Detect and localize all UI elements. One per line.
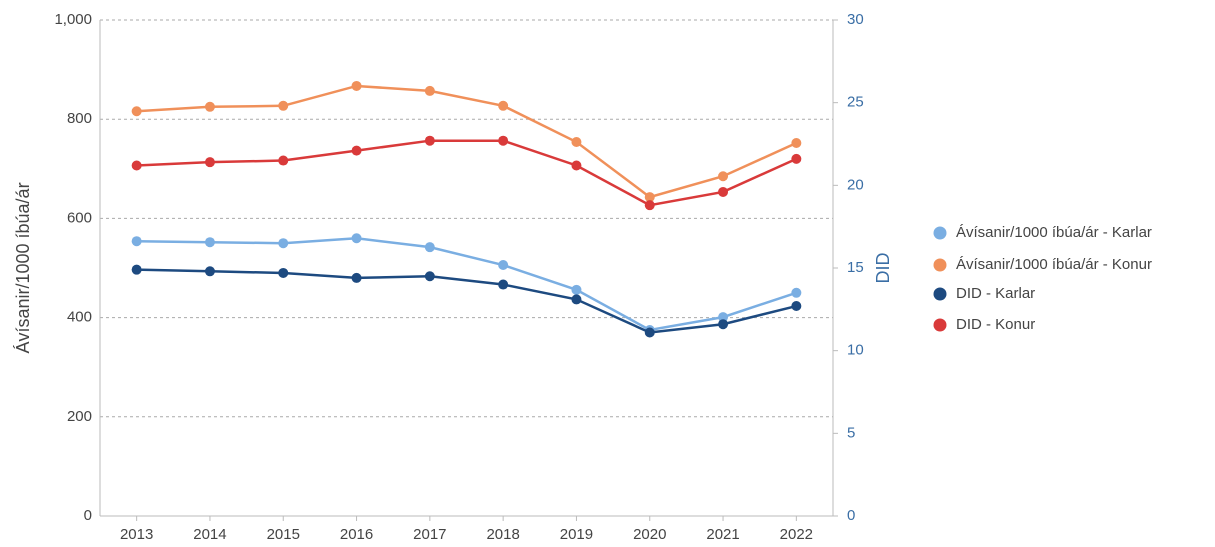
data-point: [718, 171, 729, 182]
x-tick-label: 2017: [413, 526, 446, 543]
y2-tick-label: 5: [847, 424, 855, 441]
data-point: [131, 106, 142, 117]
data-point: [131, 264, 142, 275]
x-tick-label: 2022: [780, 526, 813, 543]
x-tick-label: 2019: [560, 526, 593, 543]
data-point: [351, 145, 362, 156]
legend-label: Ávísanir/1000 íbúa/ár - Karlar: [956, 224, 1152, 241]
y2-tick-label: 0: [847, 507, 855, 524]
data-point: [571, 137, 582, 148]
data-point: [718, 319, 729, 330]
data-point: [644, 192, 655, 203]
data-point: [791, 301, 802, 312]
y-tick-label: 200: [67, 408, 92, 425]
y-tick-label: 400: [67, 309, 92, 326]
y2-tick-label: 15: [847, 259, 864, 276]
data-point: [571, 160, 582, 171]
x-tick-label: 2016: [340, 526, 373, 543]
legend-marker: [933, 287, 947, 301]
data-point: [644, 200, 655, 211]
data-point: [278, 238, 289, 249]
y-tick-label: 0: [84, 507, 92, 524]
x-tick-label: 2015: [267, 526, 300, 543]
data-point: [131, 160, 142, 171]
y2-tick-label: 20: [847, 176, 864, 193]
data-point: [351, 233, 362, 244]
data-point: [204, 266, 215, 277]
y2-axis-title: DID: [873, 253, 893, 284]
data-point: [351, 272, 362, 283]
y-tick-label: 800: [67, 110, 92, 127]
data-point: [278, 267, 289, 278]
y2-tick-label: 10: [847, 342, 864, 359]
data-point: [204, 157, 215, 168]
y2-tick-label: 30: [847, 11, 864, 28]
data-point: [424, 85, 435, 96]
y-axis-title: Ávísanir/1000 íbúa/ár: [13, 182, 33, 353]
x-tick-label: 2013: [120, 526, 153, 543]
data-point: [278, 100, 289, 111]
data-point: [204, 237, 215, 248]
series-line: [136, 268, 797, 334]
data-point: [571, 284, 582, 295]
data-point: [278, 155, 289, 166]
legend-marker: [933, 258, 947, 272]
data-point: [498, 279, 509, 290]
legend-marker: [933, 226, 947, 240]
x-tick-label: 2020: [633, 526, 666, 543]
data-point: [498, 260, 509, 271]
x-tick-label: 2018: [486, 526, 519, 543]
series-line: [136, 139, 797, 207]
legend-marker: [933, 318, 947, 332]
data-point: [718, 186, 729, 197]
data-point: [571, 294, 582, 305]
data-point: [791, 287, 802, 298]
data-point: [791, 153, 802, 164]
x-tick-label: 2014: [193, 526, 226, 543]
data-point: [424, 242, 435, 253]
x-tick-label: 2021: [706, 526, 739, 543]
legend-label: DID - Konur: [956, 316, 1035, 333]
y-tick-label: 600: [67, 209, 92, 226]
data-point: [718, 312, 729, 323]
data-point: [644, 327, 655, 338]
data-point: [424, 135, 435, 146]
data-point: [424, 271, 435, 282]
legend-label: DID - Karlar: [956, 285, 1035, 302]
data-point: [498, 100, 509, 111]
legend-label: Ávísanir/1000 íbúa/ár - Konur: [956, 256, 1152, 273]
series-line: [136, 236, 797, 332]
data-point: [351, 80, 362, 91]
data-point: [498, 135, 509, 146]
data-point: [791, 138, 802, 149]
data-point: [131, 236, 142, 247]
data-point: [204, 101, 215, 112]
series-line: [136, 84, 797, 199]
y2-tick-label: 25: [847, 94, 864, 111]
y-tick-label: 1,000: [54, 11, 92, 28]
